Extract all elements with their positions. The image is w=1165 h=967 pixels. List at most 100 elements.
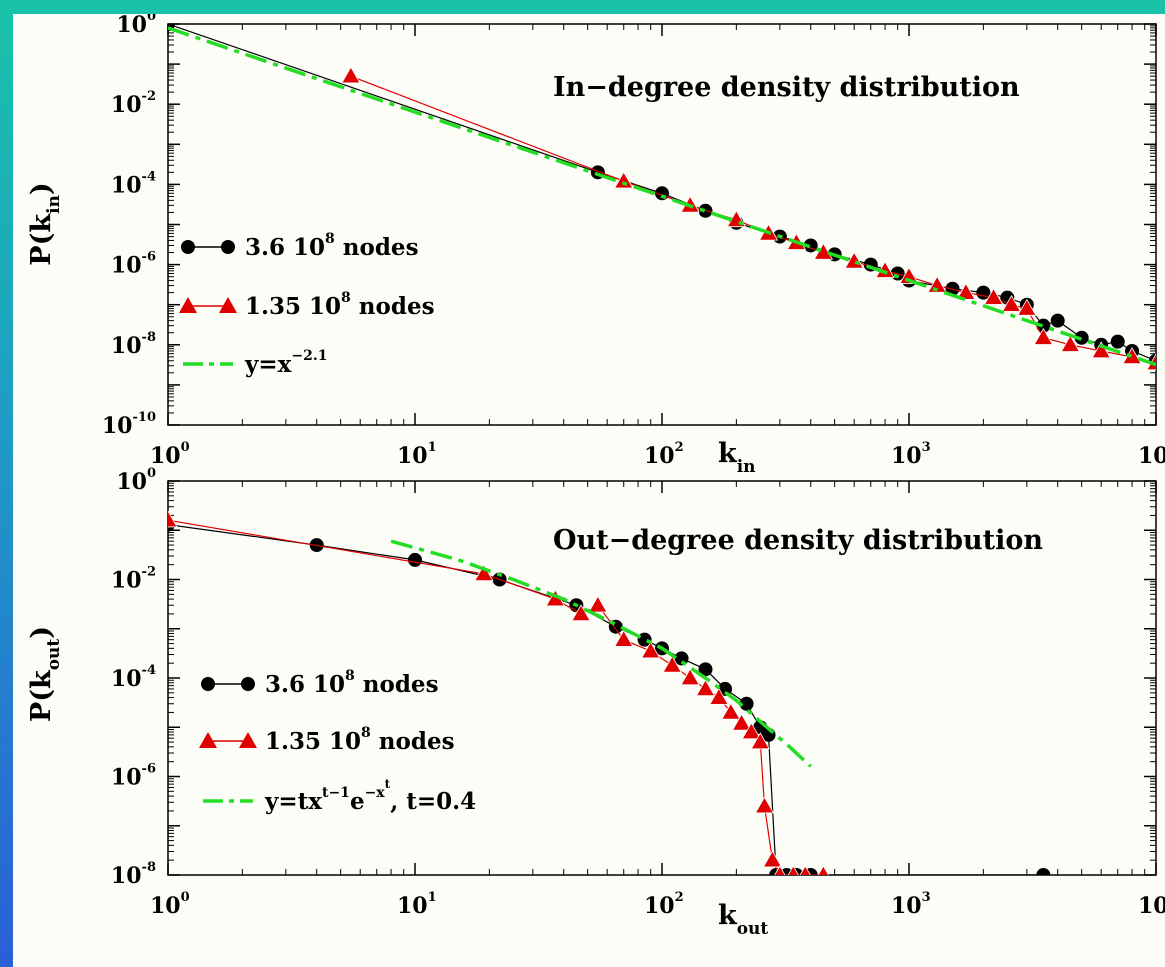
- y-tick-label: 10-8: [111, 330, 156, 359]
- x-tick-label: 101: [397, 890, 437, 919]
- legend-label: 1.35 108 nodes: [265, 725, 455, 755]
- x-tick-exponent: 1: [428, 890, 437, 905]
- x-tick-base: 10: [150, 893, 181, 919]
- legend-entry: y=txt−1e−xt, t=0.4: [203, 777, 476, 815]
- fit-line: [390, 539, 812, 768]
- x-axis-label-sub: in: [737, 457, 756, 477]
- legend-marker-triangle: [239, 732, 257, 748]
- series-line: [350, 75, 1156, 364]
- x-tick-label: 103: [891, 890, 931, 919]
- x-tick-base: 10: [1138, 893, 1165, 919]
- data-point-circle: [408, 552, 422, 567]
- data-point-triangle: [588, 595, 608, 613]
- legend-marker-triangle: [199, 732, 217, 748]
- legend-label-text: 1.35 10: [245, 293, 341, 320]
- legend-label-sup2: −x: [365, 785, 386, 801]
- chart-title: In−degree density distribution: [553, 72, 1020, 103]
- x-tick-label: 104: [1138, 440, 1165, 469]
- legend-label-supsup: t: [385, 777, 391, 791]
- data-point-triangle: [750, 732, 770, 750]
- legend-label-sup: t−1: [322, 785, 350, 801]
- legend-label-text: y=tx: [264, 788, 322, 815]
- legend-label-sup: 8: [361, 725, 371, 741]
- y-tick-exponent: -6: [142, 250, 156, 265]
- y-tick-base: 10: [111, 92, 142, 118]
- x-tick-exponent: 3: [922, 440, 931, 455]
- data-point-triangle: [641, 641, 661, 659]
- y-tick-label: 10-2: [111, 89, 156, 118]
- data-point-triangle: [754, 796, 775, 814]
- legend-marker-triangle: [219, 297, 237, 313]
- legend-label-sup: −2.1: [291, 348, 327, 364]
- data-point-triangle: [614, 171, 634, 189]
- x-tick-base: 10: [150, 443, 181, 469]
- data-point-triangle: [799, 865, 811, 875]
- legend-label-text: 1.35 10: [265, 728, 361, 755]
- y-tick-label: 10-4: [111, 169, 156, 198]
- data-point-triangle: [474, 564, 494, 582]
- x-tick-exponent: 2: [675, 890, 684, 905]
- data-point-triangle: [1060, 334, 1081, 352]
- y-tick-label: 10-6: [111, 250, 156, 279]
- data-point-triangle: [731, 713, 752, 731]
- series-line: [168, 524, 1044, 875]
- x-tick-exponent: 2: [675, 440, 684, 455]
- series-2: [168, 26, 1156, 367]
- y-tick-base: 10: [116, 14, 147, 38]
- legend-label-sup: 8: [341, 290, 351, 306]
- y-tick-label: 10-10: [102, 410, 156, 439]
- legend-marker-circle: [221, 240, 235, 254]
- x-tick-label: 101: [397, 440, 437, 469]
- legend-label-text: 3.6 10: [245, 234, 325, 261]
- y-tick-base: 10: [111, 568, 142, 594]
- x-tick-base: 10: [891, 443, 922, 469]
- series-1: [168, 510, 829, 875]
- x-axis-label-main: k: [718, 438, 738, 469]
- data-point-triangle: [680, 668, 700, 686]
- x-tick-label: 103: [891, 440, 931, 469]
- data-point-triangle: [899, 266, 919, 284]
- data-point-triangle: [983, 287, 1004, 305]
- data-point-triangle: [817, 865, 829, 875]
- fit-line: [168, 26, 1156, 367]
- panel-in-degree: 10010110210310410010-210-410-610-810-10I…: [26, 14, 1165, 477]
- y-tick-exponent: 0: [147, 14, 156, 24]
- y-tick-base: 10: [111, 666, 142, 692]
- x-tick-base: 10: [644, 893, 675, 919]
- y-axis-label: P(kout): [26, 626, 64, 722]
- chart-title: Out−degree density distribution: [553, 525, 1043, 556]
- figure: 10010110210310410010-210-410-610-810-10I…: [13, 14, 1165, 967]
- series-2: [390, 539, 812, 768]
- data-point-triangle: [571, 604, 591, 622]
- legend-entry: 3.6 108 nodes: [201, 668, 439, 698]
- x-tick-base: 10: [397, 443, 428, 469]
- legend-marker-circle: [181, 240, 195, 254]
- y-tick-label: 10-4: [111, 663, 156, 692]
- x-tick-exponent: 1: [428, 440, 437, 455]
- data-point-triangle: [168, 510, 178, 528]
- y-tick-base: 10: [111, 172, 142, 198]
- legend-label: 3.6 108 nodes: [245, 231, 419, 261]
- y-tick-base: 10: [111, 765, 142, 791]
- x-axis-label: kin: [718, 438, 756, 477]
- data-point-triangle: [787, 865, 799, 875]
- y-axis-label-sub: out: [44, 639, 64, 671]
- series-0: [168, 517, 1051, 875]
- y-tick-exponent: -2: [142, 565, 156, 580]
- data-point-circle: [698, 662, 713, 677]
- data-point-circle: [1050, 313, 1065, 328]
- legend-entry: 1.35 108 nodes: [199, 725, 455, 755]
- figure-canvas: 10010110210310410010-210-410-610-810-10I…: [26, 14, 1165, 939]
- data-point-triangle: [927, 275, 947, 293]
- legend-entry: y=x−2.1: [183, 348, 327, 378]
- x-tick-label: 104: [1138, 890, 1165, 919]
- data-point-circle: [739, 696, 754, 711]
- y-axis-label-close: ): [26, 626, 57, 639]
- data-point-triangle: [614, 629, 634, 647]
- y-tick-label: 10-6: [111, 762, 156, 791]
- x-tick-exponent: 0: [181, 890, 190, 905]
- legend-label-sup: 8: [345, 668, 355, 684]
- x-tick-base: 10: [891, 893, 922, 919]
- y-axis-label: P(kin): [26, 182, 64, 265]
- legend-label-post: nodes: [355, 671, 439, 698]
